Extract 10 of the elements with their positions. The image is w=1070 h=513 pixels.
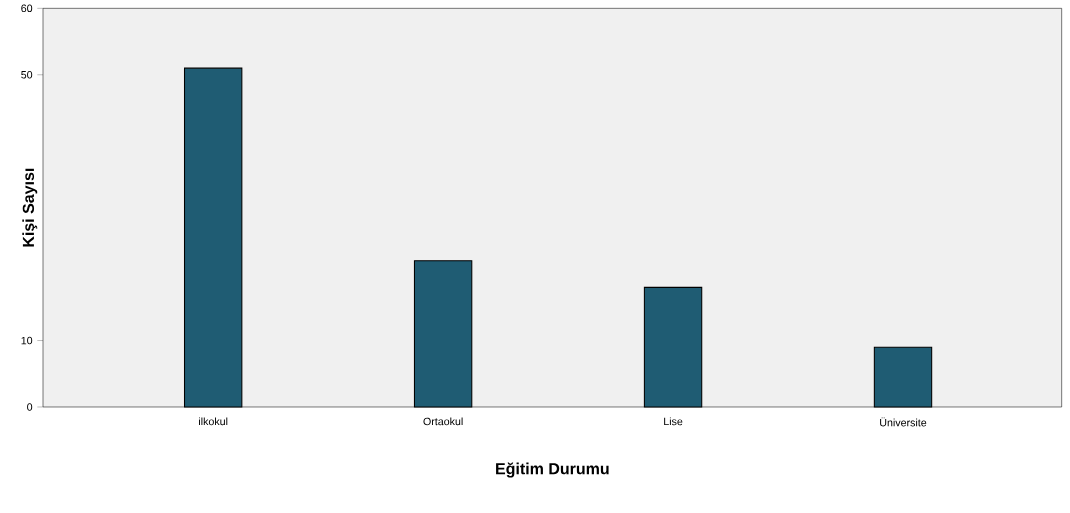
- x-axis-title: Eğitim Durumu: [496, 462, 609, 478]
- y-tick-label: 10: [21, 336, 33, 345]
- y-axis-title: Kişi Sayısı: [22, 168, 38, 247]
- y-tick-label: 0: [27, 403, 33, 411]
- x-tick-label: ilkokul: [199, 417, 228, 426]
- x-tick-label: Ortaokul: [423, 417, 463, 426]
- y-tick-label: 50: [21, 71, 33, 79]
- y-tick-label: 60: [21, 4, 33, 13]
- x-tick-label: Üniversite: [880, 417, 927, 427]
- x-tick-label: Lise: [664, 417, 683, 426]
